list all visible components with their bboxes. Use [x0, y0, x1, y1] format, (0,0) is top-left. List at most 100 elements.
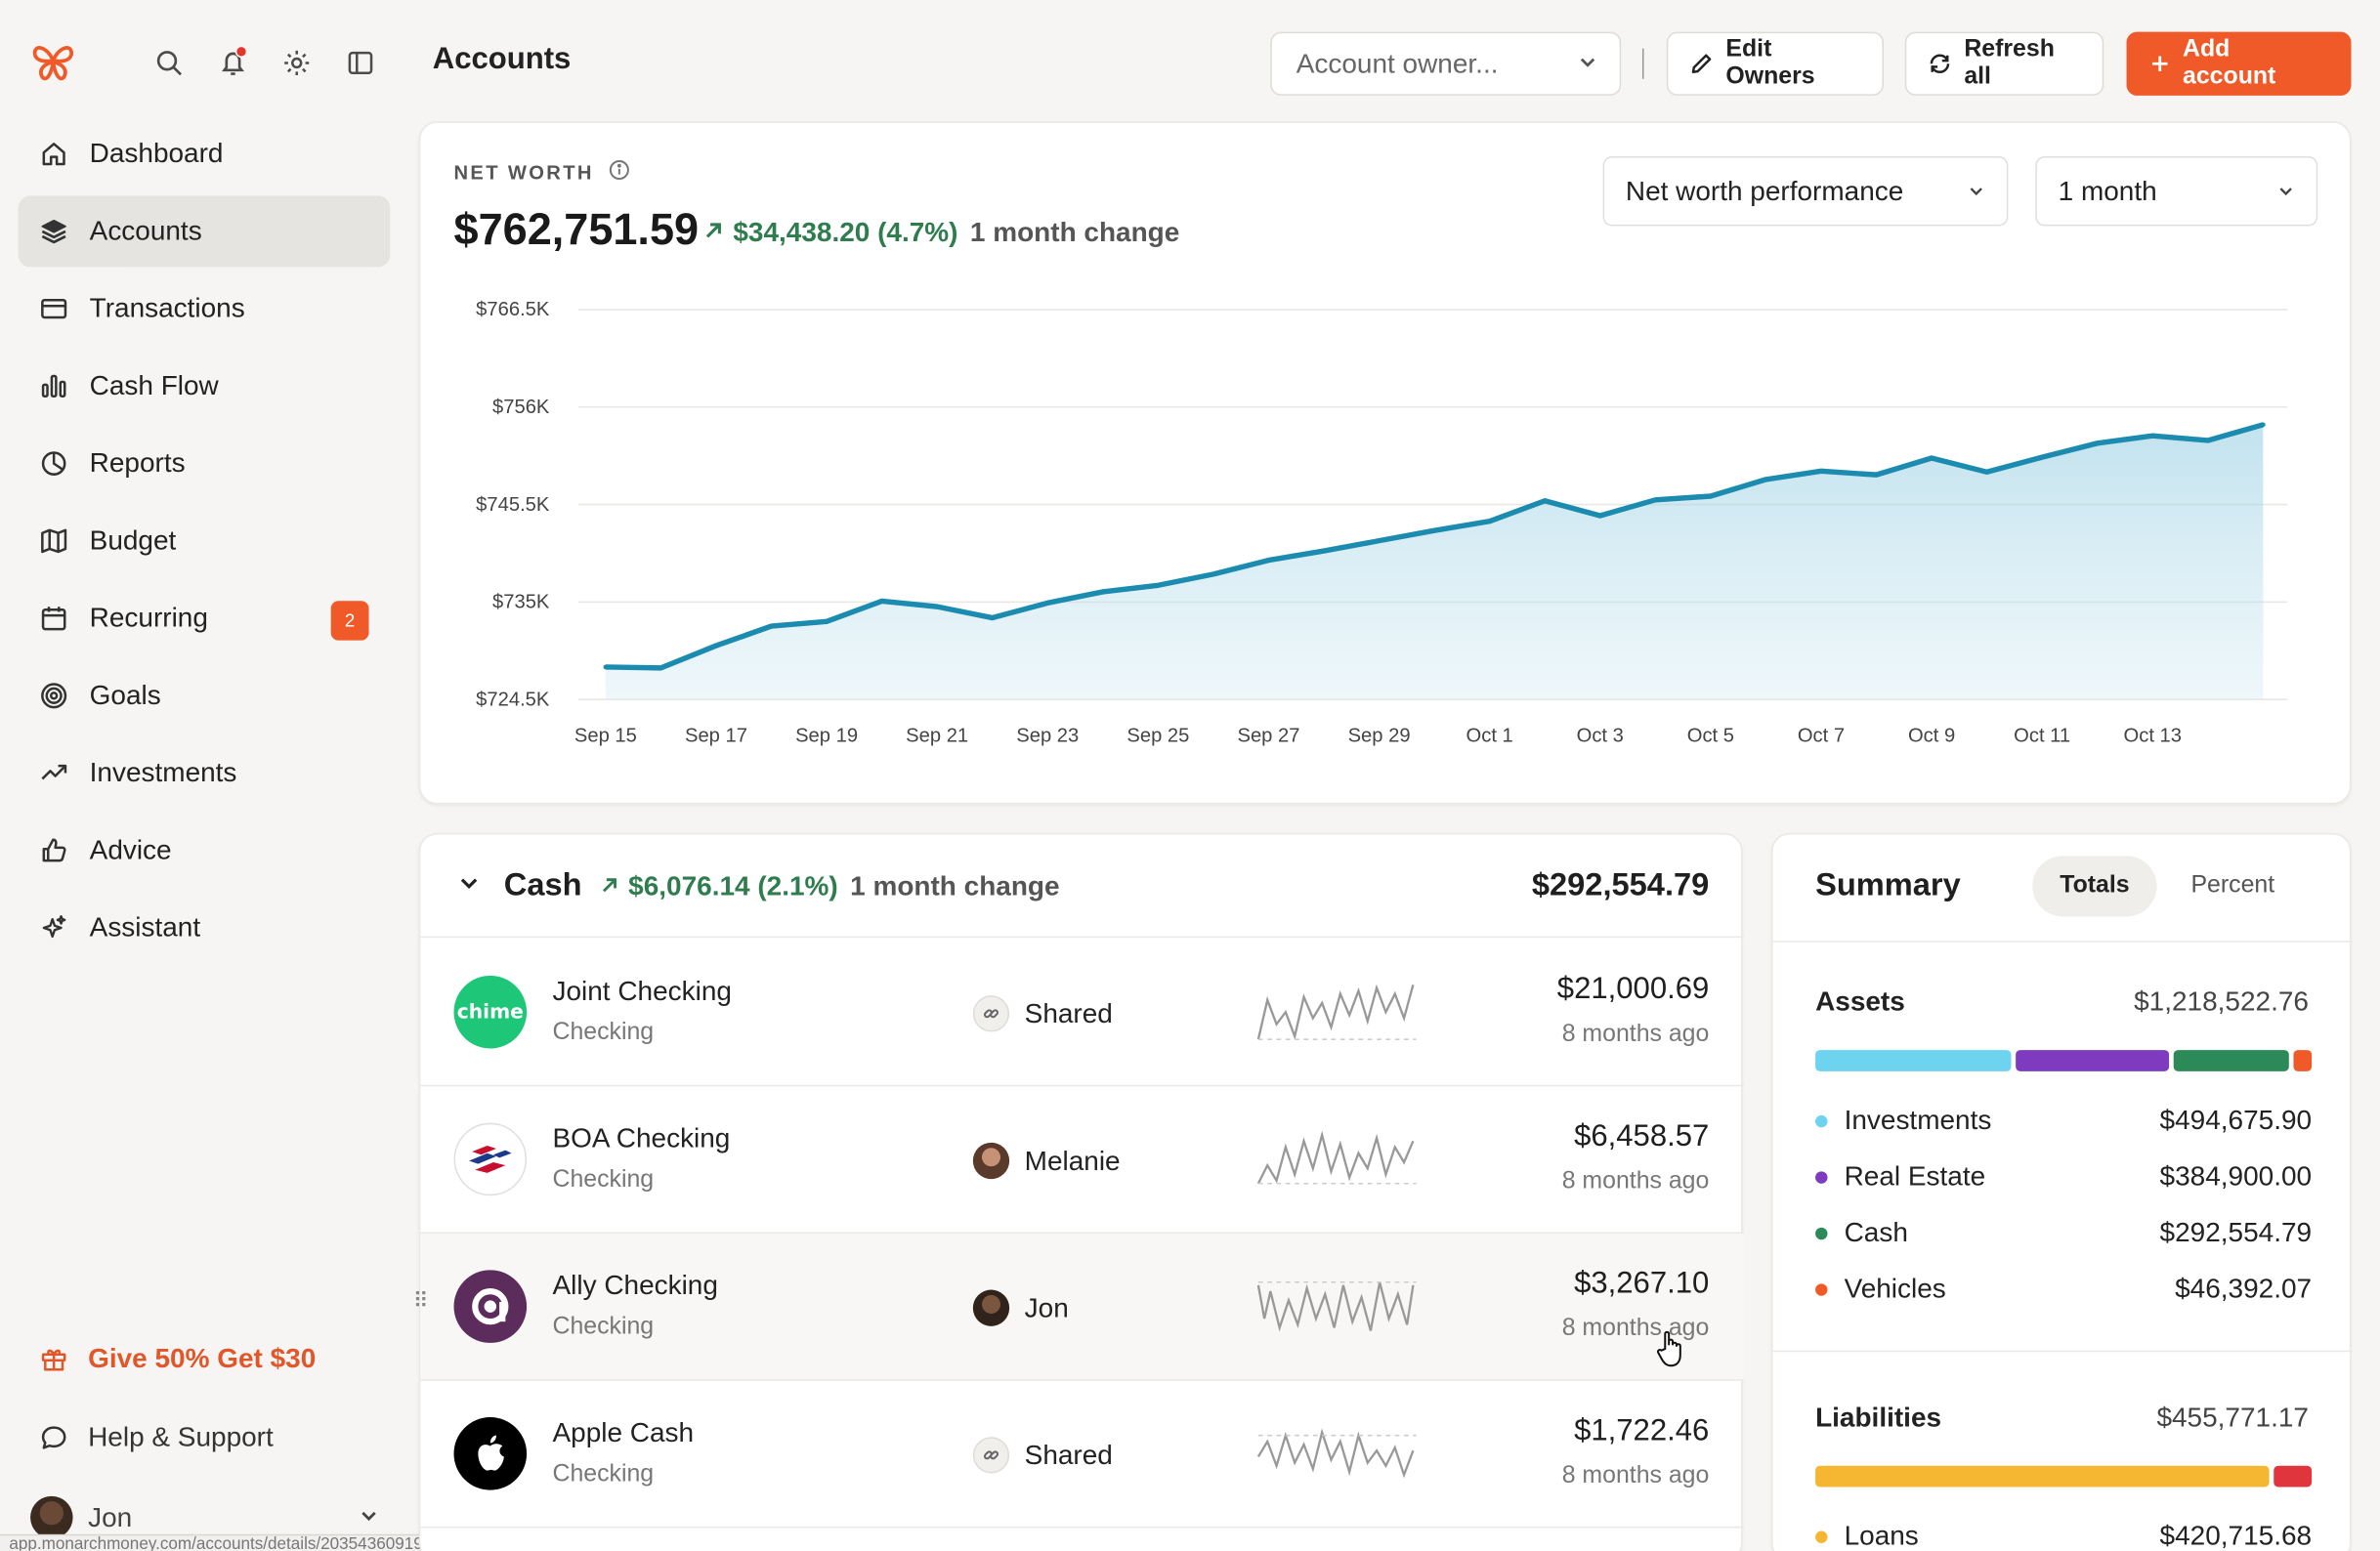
cash-group-title: Cash	[503, 867, 582, 903]
cash-accounts-card: Cash $6,076.14 (2.1%) 1 month change $29…	[413, 832, 1745, 1551]
sidebar-item-goals[interactable]: Goals	[19, 660, 391, 732]
sidebar-item-reports[interactable]: Reports	[19, 428, 391, 499]
chevron-down-icon[interactable]	[457, 871, 482, 903]
legend-real-estate[interactable]: Real Estate $384,900.00	[1815, 1160, 2312, 1193]
bar-segment[interactable]	[1815, 1050, 2012, 1071]
search-icon[interactable]	[151, 46, 185, 79]
sidebar-item-advice[interactable]: Advice	[19, 815, 391, 886]
cash-change-label: 1 month change	[850, 870, 1060, 901]
chime-logo-text: chime	[456, 1000, 524, 1024]
chart-area	[605, 424, 2264, 700]
divider	[1772, 1350, 2354, 1353]
time-range-select[interactable]: 1 month	[2035, 156, 2318, 227]
header-divider	[1641, 48, 1644, 79]
chevron-down-icon	[359, 1501, 380, 1533]
account-row-ally-checking[interactable]: ⠿ Ally Checking Checking Jon $3,267.10 8…	[413, 1234, 1745, 1381]
refresh-all-button[interactable]: Refresh all	[1904, 31, 2104, 96]
edit-owners-button[interactable]: Edit Owners	[1666, 31, 1884, 96]
chat-bubble-icon	[36, 1420, 69, 1453]
monarch-logo-icon[interactable]	[30, 39, 76, 85]
bar-segment[interactable]	[1815, 1465, 2270, 1488]
sidebar-item-recurring[interactable]: Recurring 2	[19, 583, 391, 654]
account-row-apple-cash[interactable]: Apple Cash Checking Shared $1,722.46 8 m…	[420, 1381, 1745, 1529]
sparkle-icon	[36, 911, 69, 944]
liabilities-title: Liabilities	[1815, 1402, 1942, 1433]
drag-handle-icon[interactable]: ⠿	[412, 1287, 429, 1313]
avatar	[972, 1289, 1010, 1326]
sidebar-nav: Dashboard Accounts Transactions Cash Flo…	[18, 118, 391, 970]
data-point	[934, 604, 940, 609]
sidebar-toggle-icon[interactable]	[343, 46, 376, 79]
legend-dot	[1815, 1227, 1828, 1239]
boa-logo	[453, 1122, 528, 1196]
data-point	[1929, 455, 1934, 461]
legend-label: Vehicles	[1844, 1273, 1946, 1304]
avatar	[972, 1142, 1010, 1180]
summary-card: Summary Totals Percent Assets $1,218,522…	[1771, 832, 2354, 1551]
summary-view-toggle: Totals Percent	[2032, 855, 2313, 918]
cash-group-header[interactable]: Cash $6,076.14 (2.1%) 1 month change $29…	[420, 834, 1745, 939]
account-owner-select[interactable]: Account owner...	[1270, 31, 1622, 96]
liabilities-total: $455,771.17	[2156, 1402, 2309, 1433]
sidebar-item-accounts[interactable]: Accounts	[18, 195, 391, 268]
account-row-joint-checking[interactable]: chime Joint Checking Checking Shared $21…	[420, 940, 1745, 1087]
help-support-link[interactable]: Help & Support	[36, 1420, 274, 1453]
legend-dot	[1815, 1530, 1828, 1543]
legend-vehicles[interactable]: Vehicles $46,392.07	[1815, 1273, 2312, 1305]
sidebar-item-assistant[interactable]: Assistant	[19, 892, 391, 963]
settings-gear-icon[interactable]	[279, 46, 313, 79]
x-tick-label: Sep 23	[1016, 726, 1079, 747]
notifications-bell-icon[interactable]	[216, 45, 249, 79]
data-point	[1984, 469, 1989, 475]
sidebar-item-transactions[interactable]: Transactions	[19, 273, 391, 345]
account-owner: Melanie	[972, 1142, 1121, 1180]
y-tick-label: $745.5K	[476, 494, 550, 516]
tab-totals[interactable]: Totals	[2032, 856, 2157, 917]
account-owner-name: Jon	[1024, 1291, 1069, 1322]
sidebar-item-budget[interactable]: Budget	[19, 505, 391, 576]
info-icon[interactable]	[609, 159, 630, 185]
sidebar-item-dashboard[interactable]: Dashboard	[19, 118, 391, 189]
sidebar-item-investments[interactable]: Investments	[19, 737, 391, 809]
bar-segment[interactable]	[2016, 1050, 2169, 1071]
cash-change: $6,076.14 (2.1%) 1 month change	[600, 871, 1060, 903]
y-tick-label: $735K	[492, 592, 550, 613]
x-tick-label: Sep 21	[906, 726, 968, 747]
link-icon	[972, 1437, 1010, 1474]
data-point	[659, 665, 663, 671]
sidebar-item-cash-flow[interactable]: Cash Flow	[19, 351, 391, 422]
thumbs-up-icon	[36, 834, 69, 867]
x-tick-label: Oct 11	[2014, 726, 2070, 747]
tab-percent[interactable]: Percent	[2190, 872, 2275, 899]
data-point	[2095, 440, 2101, 446]
balance-sparkline	[1256, 1428, 1417, 1479]
chart-view-select[interactable]: Net worth performance	[1602, 156, 2009, 227]
account-row-boa-checking[interactable]: BOA Checking Checking Melanie $6,458.57 …	[420, 1086, 1745, 1235]
chevron-down-icon	[2276, 175, 2295, 207]
account-owner: Jon	[972, 1289, 1069, 1326]
sidebar-item-label: Assistant	[89, 911, 201, 943]
bar-segment[interactable]	[2293, 1050, 2313, 1071]
liabilities-bar	[1815, 1465, 2313, 1488]
bar-segment[interactable]	[2274, 1465, 2313, 1488]
account-updated: 8 months ago	[1561, 1315, 1710, 1342]
data-point	[1100, 589, 1106, 595]
legend-label: Investments	[1844, 1104, 1992, 1136]
legend-cash[interactable]: Cash $292,554.79	[1815, 1217, 2312, 1249]
account-updated: 8 months ago	[1561, 1462, 1710, 1489]
bar-segment[interactable]	[2173, 1050, 2289, 1071]
add-account-button[interactable]: Add account	[2126, 31, 2352, 96]
y-tick-label: $766.5K	[476, 299, 550, 320]
legend-investments[interactable]: Investments $494,675.90	[1815, 1105, 2312, 1137]
legend-loans[interactable]: Loans $420,715.68	[1815, 1521, 2312, 1551]
pie-chart-icon	[36, 447, 69, 481]
user-menu[interactable]: Jon	[30, 1495, 380, 1539]
hand-pointer-cursor-icon	[1657, 1330, 1681, 1367]
net-worth-chart[interactable]: $766.5K $756K $745.5K $735K $724.5K Sep 15 Sep…	[420, 274, 2353, 776]
account-owner: Shared	[972, 995, 1113, 1032]
data-point	[1542, 498, 1548, 504]
assets-title: Assets	[1815, 985, 1905, 1017]
referral-promo-link[interactable]: Give 50% Get $30	[36, 1341, 316, 1374]
net-worth-change: $34,438.20 (4.7%) 1 month change	[702, 217, 1179, 249]
sidebar-item-label: Budget	[89, 524, 177, 556]
